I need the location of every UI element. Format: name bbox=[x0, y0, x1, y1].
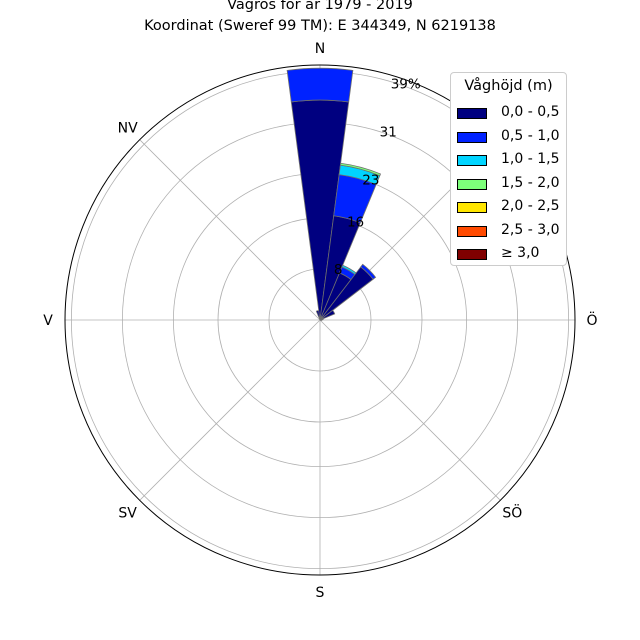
legend: Våghöjd (m) 0,0 - 0,5 0,5 - 1,0 1,0 - 1,5 1… bbox=[450, 72, 567, 266]
chart-subtitle: Koordinat (Sweref 99 TM): E 344349, N 62… bbox=[144, 18, 496, 34]
direction-label-SV: SV bbox=[118, 505, 137, 521]
polar-frame bbox=[64, 64, 576, 576]
legend-label: 0,5 - 1,0 bbox=[501, 127, 560, 144]
legend-item: 1,0 - 1,5 bbox=[457, 151, 565, 169]
chart-title: Vågros för år 1979 - 2019 bbox=[227, 0, 413, 13]
radial-tick-label: 31 bbox=[380, 124, 397, 140]
spoke-line bbox=[139, 139, 321, 321]
legend-swatch bbox=[457, 225, 487, 237]
legend-item: 0,5 - 1,0 bbox=[457, 127, 565, 146]
legend-label: 0,0 - 0,5 bbox=[501, 104, 560, 120]
legend-swatch bbox=[457, 131, 487, 143]
legend-item: 2,0 - 2,5 bbox=[457, 198, 565, 216]
legend-swatch bbox=[457, 155, 487, 166]
legend-label: 1,0 - 1,5 bbox=[501, 151, 560, 167]
direction-label-SÖ: SÖ bbox=[502, 503, 522, 521]
bar-15-bin-3 bbox=[339, 162, 382, 177]
rose-bars bbox=[286, 67, 382, 322]
direction-label-S: S bbox=[316, 585, 325, 601]
spoke-line bbox=[319, 319, 501, 501]
legend-swatch bbox=[457, 202, 487, 213]
direction-label-NV: NV bbox=[118, 121, 138, 137]
legend-swatch bbox=[457, 178, 487, 190]
radial-tick-label: 23 bbox=[362, 172, 379, 188]
legend-item: 0,0 - 0,5 bbox=[457, 104, 565, 122]
direction-label-N: N bbox=[315, 41, 325, 57]
legend-title: Våghöjd (m) bbox=[464, 78, 553, 94]
legend-item: ≥ 3,0 bbox=[457, 245, 565, 263]
bar-60-bin-0 bbox=[319, 309, 336, 321]
legend-label: ≥ 3,0 bbox=[501, 245, 540, 261]
legend-item: 1,5 - 2,0 bbox=[457, 174, 565, 193]
legend-swatch bbox=[457, 108, 487, 119]
legend-label: 2,5 - 3,0 bbox=[501, 221, 560, 238]
radial-tick-label: 39% bbox=[391, 76, 421, 92]
direction-label-Ö: Ö bbox=[586, 311, 597, 329]
direction-label-V: V bbox=[43, 313, 53, 329]
legend-label: 2,0 - 2,5 bbox=[501, 198, 560, 214]
bar-0-bin-1 bbox=[286, 67, 354, 103]
spoke-line bbox=[139, 319, 321, 501]
radial-tick-label: 8 bbox=[334, 262, 343, 278]
bar-45-bin-1 bbox=[360, 263, 377, 280]
radial-tick-label: 16 bbox=[347, 214, 364, 230]
legend-label: 1,5 - 2,0 bbox=[501, 174, 560, 191]
legend-swatch bbox=[457, 249, 487, 260]
legend-item: 2,5 - 3,0 bbox=[457, 221, 565, 240]
